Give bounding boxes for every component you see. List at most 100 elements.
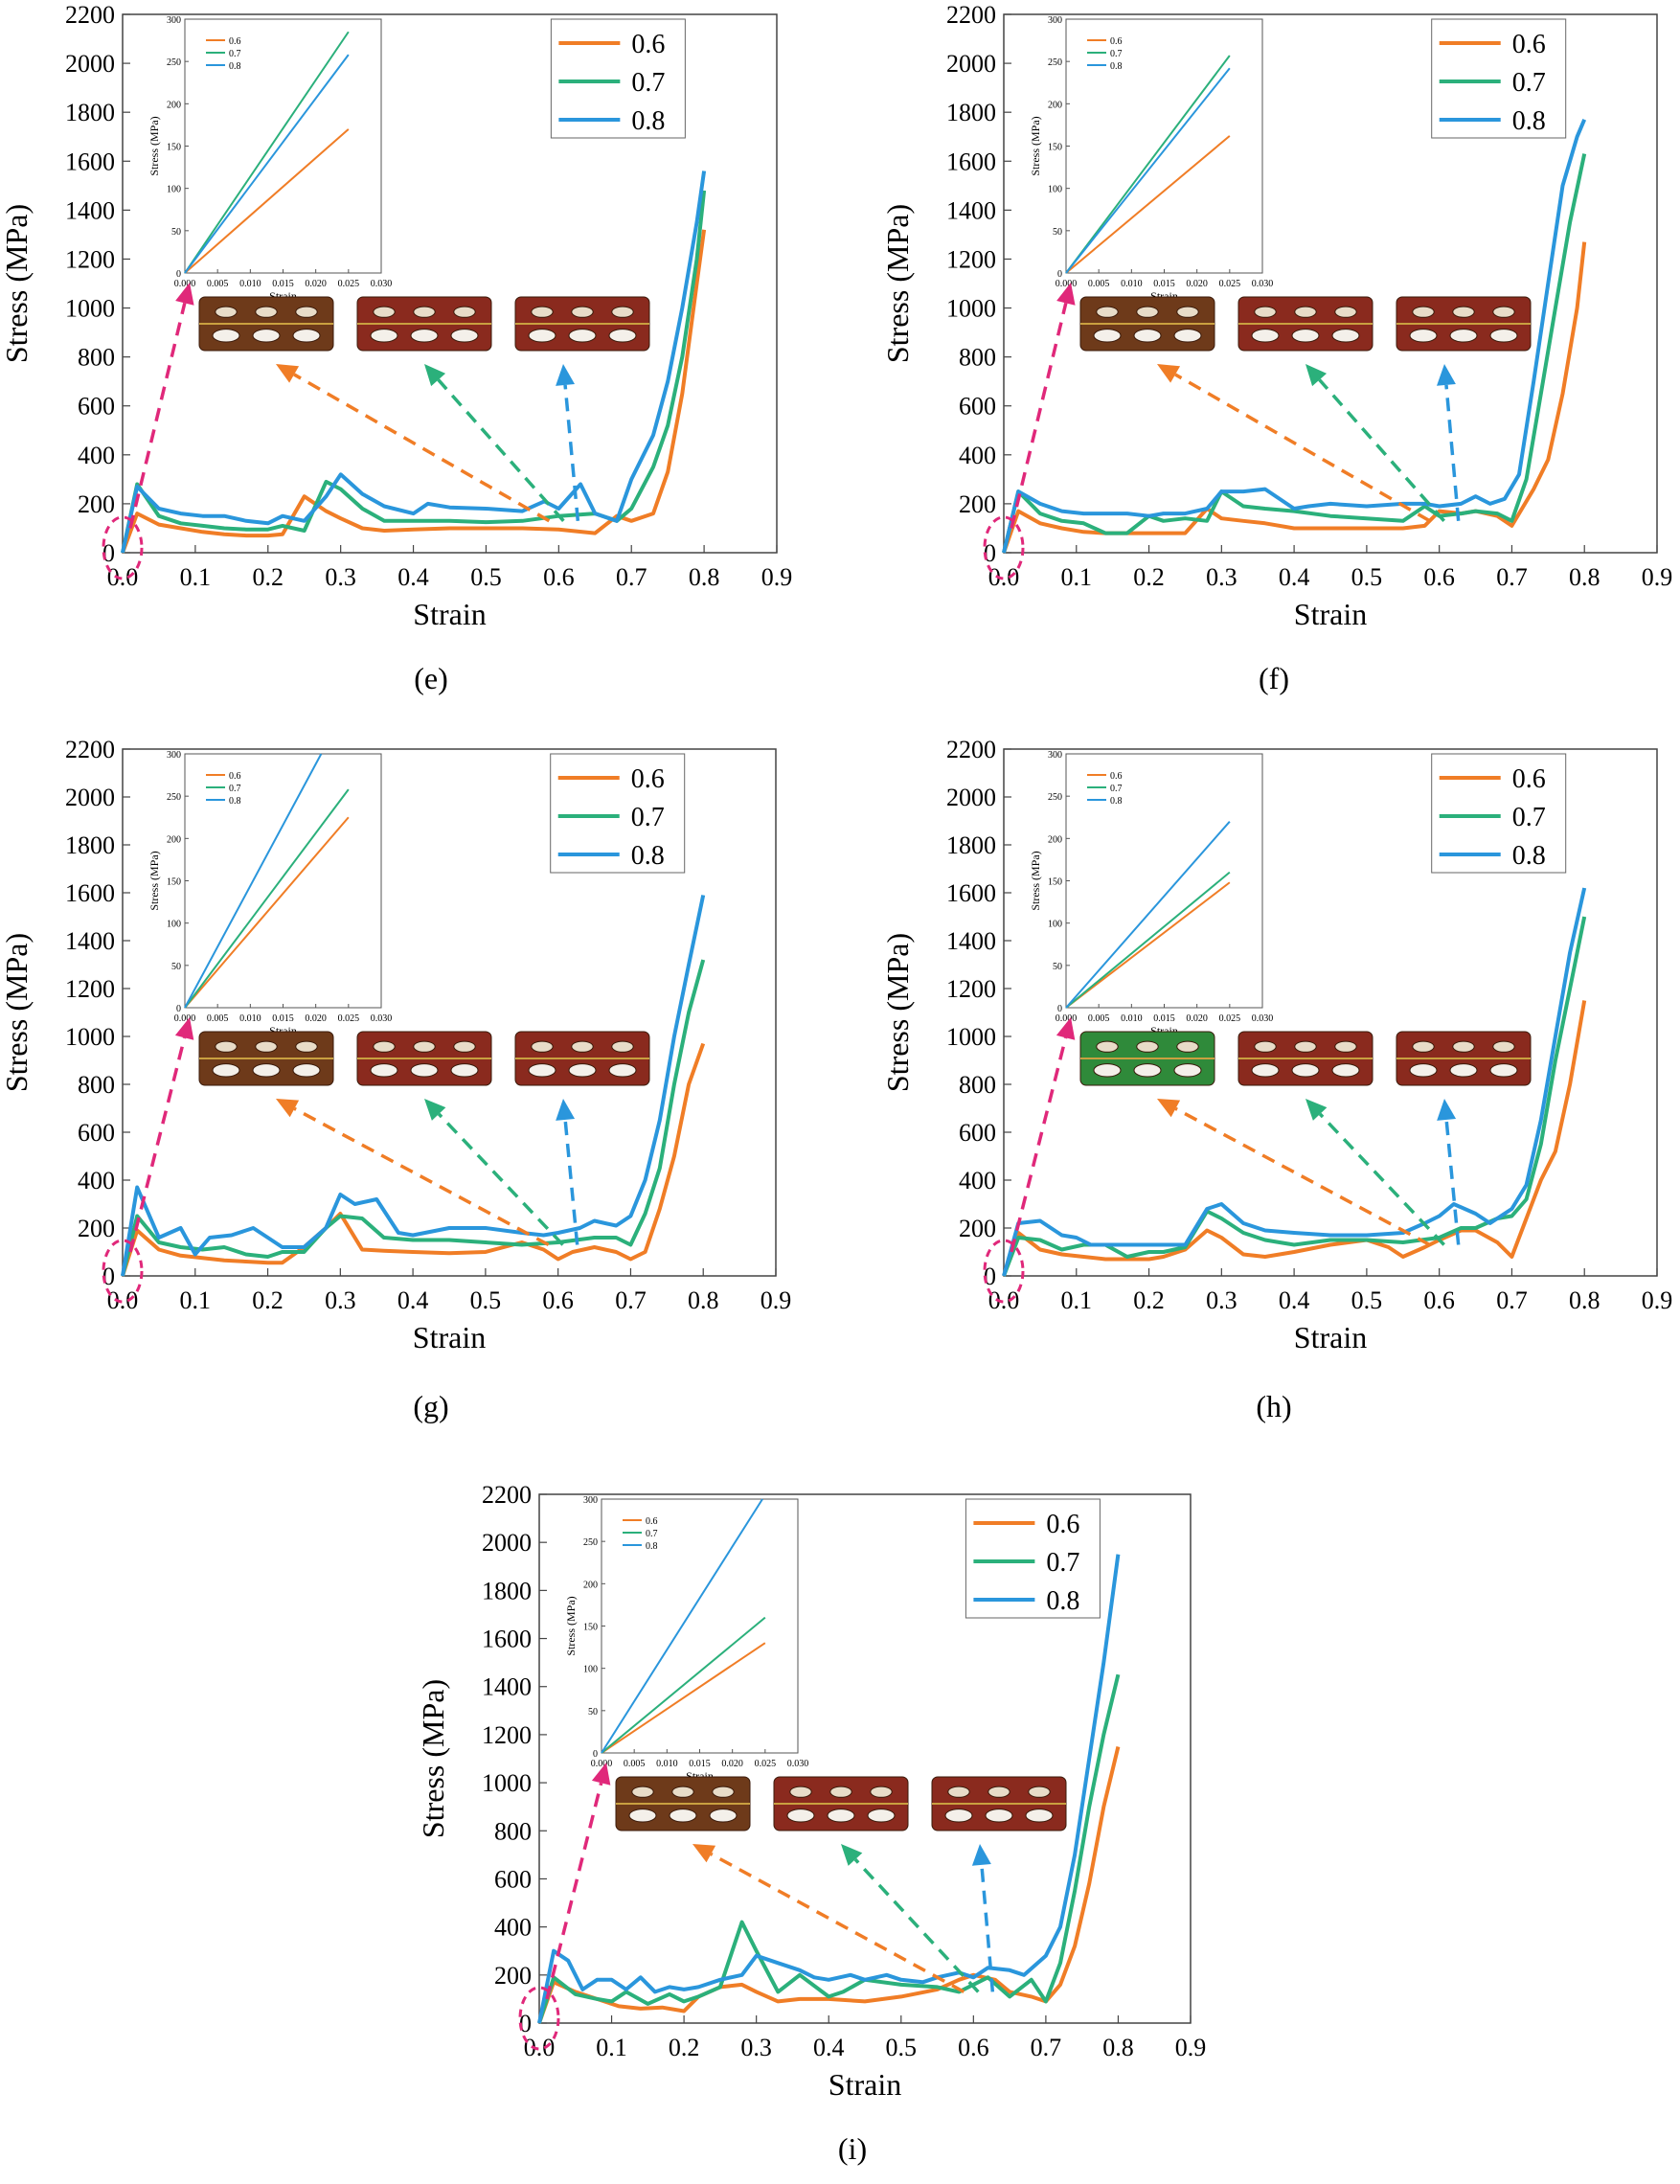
x-tick-label: 0.3 bbox=[740, 2034, 772, 2061]
panel-label-i: (i) bbox=[837, 2131, 868, 2166]
snapshot-hole bbox=[1489, 329, 1518, 343]
snapshot-hole bbox=[1173, 1063, 1202, 1078]
y-tick-label: 1000 bbox=[65, 1023, 115, 1051]
x-tick-label: 0.0 bbox=[988, 563, 1020, 591]
y-tick-label: 600 bbox=[494, 1865, 532, 1893]
deformation-snapshot-2 bbox=[356, 296, 492, 352]
x-tick-label: 0.3 bbox=[325, 1286, 356, 1314]
y-tick-label: 200 bbox=[959, 1215, 996, 1242]
y-tick-label: 1400 bbox=[482, 1673, 532, 1701]
snapshot-hole bbox=[611, 1040, 634, 1053]
snapshot-hole bbox=[1412, 1040, 1435, 1053]
snapshot-hole bbox=[1452, 1040, 1475, 1053]
dashed-arrow bbox=[437, 378, 565, 522]
chart-panel-0: 0200400600800100012001400160018002000220… bbox=[0, 1, 792, 631]
legend-label: 0.6 bbox=[631, 764, 665, 794]
inset-y-label: Stress (MPa) bbox=[148, 851, 161, 910]
inset-y-tick-label: 50 bbox=[1053, 962, 1062, 972]
y-tick-label: 400 bbox=[494, 1914, 532, 1942]
snapshot-hole bbox=[1133, 329, 1162, 343]
inset-x-tick-label: 0.000 bbox=[1056, 1013, 1078, 1024]
inset-line-0-7 bbox=[184, 31, 350, 274]
series-line-0-7 bbox=[1002, 153, 1587, 554]
y-tick-label: 2000 bbox=[946, 50, 996, 78]
snapshot-hole bbox=[1028, 1786, 1051, 1798]
y-axis-label: Stress (MPa) bbox=[880, 933, 915, 1092]
inset-y-tick-label: 150 bbox=[583, 1623, 598, 1633]
zoom-arrow bbox=[128, 302, 187, 529]
y-axis-label: Stress (MPa) bbox=[0, 933, 34, 1092]
series-line-0-6 bbox=[121, 1042, 706, 1277]
x-tick-label: 0.9 bbox=[761, 1286, 792, 1314]
y-tick-label: 800 bbox=[959, 344, 996, 372]
snapshot-hole bbox=[413, 1040, 436, 1053]
snapshot-hole bbox=[528, 329, 556, 343]
snapshot-hole bbox=[568, 1063, 597, 1078]
snapshot-hole bbox=[1409, 329, 1438, 343]
snapshot-hole bbox=[870, 1786, 893, 1798]
snapshot-hole bbox=[1173, 329, 1202, 343]
inset-x-tick-label: 0.005 bbox=[1088, 279, 1110, 289]
inset-x-tick-label: 0.025 bbox=[338, 279, 360, 289]
x-tick-label: 0.5 bbox=[1351, 563, 1383, 591]
deformation-snapshot-2 bbox=[773, 1776, 909, 1831]
inset-y-tick-label: 250 bbox=[167, 57, 181, 68]
y-tick-label: 0 bbox=[984, 1263, 996, 1290]
deformation-snapshot-3 bbox=[931, 1776, 1067, 1831]
deformation-snapshot-3 bbox=[1396, 1031, 1532, 1086]
inset-legend-label: 0.6 bbox=[229, 36, 241, 47]
snapshot-hole bbox=[611, 306, 634, 318]
y-tick-label: 1000 bbox=[482, 1769, 532, 1797]
y-tick-label: 1200 bbox=[65, 975, 115, 1003]
inset-y-tick-label: 250 bbox=[1048, 57, 1062, 68]
x-tick-label: 0.8 bbox=[689, 563, 720, 591]
zoom-circle bbox=[102, 515, 144, 580]
x-tick-label: 0.0 bbox=[988, 1286, 1020, 1314]
x-tick-label: 0.9 bbox=[1642, 563, 1673, 591]
plot-frame bbox=[122, 13, 778, 554]
snapshot-hole bbox=[1409, 1063, 1438, 1078]
zoom-arrow bbox=[128, 1036, 187, 1253]
snapshot-hole bbox=[631, 1786, 654, 1798]
inset-y-tick-label: 100 bbox=[583, 1665, 598, 1675]
y-tick-label: 2200 bbox=[65, 1, 115, 29]
y-tick-label: 1400 bbox=[65, 196, 115, 224]
snapshot-hole bbox=[450, 1063, 479, 1078]
dashed-arrow-head bbox=[841, 1844, 863, 1866]
snapshot-hole bbox=[1449, 1063, 1478, 1078]
snapshot-hole bbox=[1176, 306, 1199, 318]
deformation-snapshot-3 bbox=[514, 296, 650, 352]
inset-chart: 0 50 100 150 200 250 300 0.000 0.005 0.010 0.015 0.… bbox=[148, 750, 392, 1037]
inset-y-tick-label: 50 bbox=[588, 1707, 598, 1718]
series-line-0-7 bbox=[537, 1673, 1121, 2024]
y-tick-label: 0 bbox=[519, 2010, 532, 2037]
snapshot-hole bbox=[571, 1040, 594, 1053]
snapshot-hole bbox=[1136, 1040, 1159, 1053]
plot-frame bbox=[1003, 13, 1658, 554]
snapshot-hole bbox=[1096, 1040, 1119, 1053]
y-tick-label: 800 bbox=[78, 344, 115, 372]
snapshot-hole bbox=[1254, 1040, 1277, 1053]
y-tick-label: 200 bbox=[78, 490, 115, 518]
y-tick-label: 2000 bbox=[482, 1529, 532, 1557]
y-tick-label: 600 bbox=[78, 1119, 115, 1147]
inset-legend-label: 0.8 bbox=[1110, 61, 1123, 72]
snapshot-hole bbox=[671, 1786, 694, 1798]
y-tick-label: 200 bbox=[959, 490, 996, 518]
inset-y-tick-label: 100 bbox=[1048, 920, 1062, 930]
y-tick-label: 1000 bbox=[946, 1023, 996, 1051]
y-tick-label: 1800 bbox=[946, 99, 996, 126]
inset-x-tick-label: 0.010 bbox=[239, 279, 261, 289]
series-line-0-6 bbox=[121, 229, 707, 554]
x-tick-label: 0.9 bbox=[1175, 2034, 1207, 2061]
inset-line-0-8 bbox=[184, 54, 350, 274]
legend-label: 0.7 bbox=[631, 803, 665, 832]
snapshot-hole bbox=[827, 1809, 855, 1823]
dashed-arrow-head bbox=[424, 1099, 446, 1121]
series-line-0-6 bbox=[1002, 241, 1587, 554]
snapshot-hole bbox=[988, 1786, 1010, 1798]
snapshot-hole bbox=[1489, 1063, 1518, 1078]
series-line-0-7 bbox=[121, 959, 706, 1277]
inset-x-tick-label: 0.030 bbox=[1252, 1013, 1274, 1024]
snapshot-hole bbox=[255, 1040, 278, 1053]
